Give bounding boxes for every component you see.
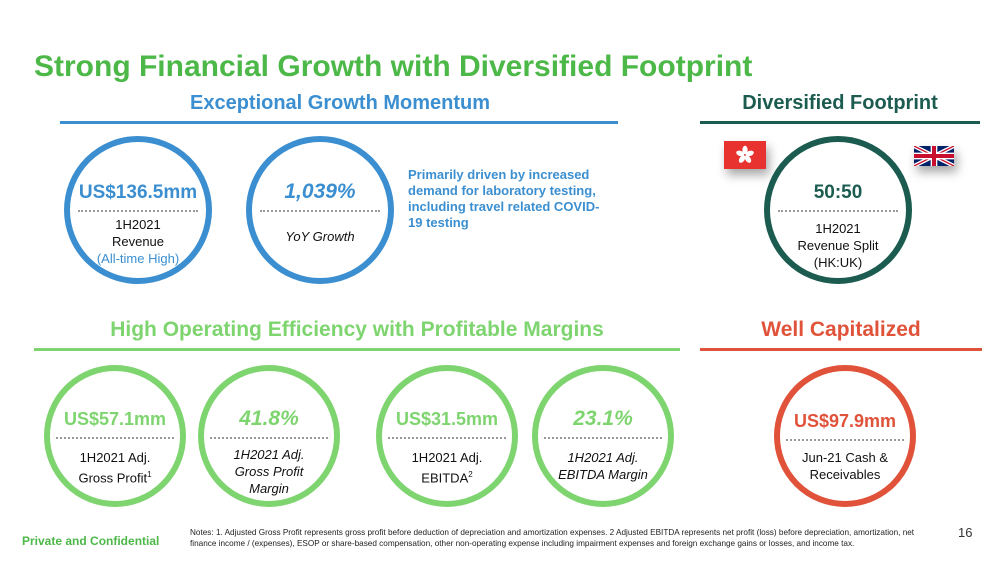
revenue-split-label-3: (HK:UK) <box>813 255 863 270</box>
cash-circle: US$97.9mm Jun-21 Cash & Receivables <box>774 365 916 507</box>
capital-heading: Well Capitalized <box>761 318 921 341</box>
ebitda-margin-label-1: 1H2021 Adj. <box>567 450 639 465</box>
growth-heading: Exceptional Growth Momentum <box>189 92 491 114</box>
revenue-split-circle: 50:50 1H2021 Revenue Split (HK:UK) <box>764 136 912 284</box>
ebitda-label-2-text: EBITDA <box>421 470 469 486</box>
revenue-circle: US$136.5mm 1H2021 Revenue (All-time High… <box>64 136 212 284</box>
ebitda-divider <box>388 437 506 439</box>
footprint-heading-rule <box>700 121 980 124</box>
revenue-label-3: (All-time High) <box>96 251 180 266</box>
bauhinia-icon <box>736 145 754 163</box>
revenue-value: US$136.5mm <box>78 182 198 203</box>
gross-profit-footnote-ref: 1 <box>147 470 152 479</box>
growth-heading-rule <box>60 121 618 124</box>
efficiency-heading-rule <box>34 348 680 351</box>
revenue-split-label-1: 1H2021 <box>815 221 861 236</box>
cash-label-1: Jun-21 Cash & <box>802 450 888 465</box>
ebitda-margin-label-2: EBITDA Margin <box>558 467 648 482</box>
revenue-divider <box>78 210 198 212</box>
revenue-label-2: Revenue <box>111 234 165 249</box>
gross-profit-label-2: Gross Profit1 <box>50 466 180 486</box>
confidential-label: Private and Confidential <box>22 534 160 548</box>
gross-margin-value: 41.8% <box>239 407 299 430</box>
ebitda-margin-circle: 23.1% 1H2021 Adj. EBITDA Margin <box>532 365 674 507</box>
footprint-heading: Diversified Footprint <box>742 92 938 114</box>
gross-profit-label-2-text: Gross Profit <box>78 470 148 486</box>
cash-value: US$97.9mm <box>793 411 897 431</box>
ebitda-margin-divider <box>544 437 662 439</box>
efficiency-heading: High Operating Efficiency with Profitabl… <box>110 318 604 341</box>
cash-divider <box>786 439 904 441</box>
revenue-label-1: 1H2021 <box>115 217 161 232</box>
gross-margin-label-3: Margin <box>249 481 289 496</box>
yoy-circle: 1,039% YoY Growth <box>246 136 394 284</box>
hong-kong-flag <box>724 141 766 169</box>
ebitda-footnote-ref: 2 <box>468 470 473 479</box>
uk-flag <box>913 144 955 168</box>
capital-heading-rule <box>700 348 982 351</box>
gross-margin-divider <box>210 437 328 439</box>
ebitda-circle: US$31.5mm 1H2021 Adj. EBITDA2 <box>376 365 518 507</box>
union-jack-icon <box>913 144 955 168</box>
gross-profit-circle: US$57.1mm 1H2021 Adj. Gross Profit1 <box>44 365 186 507</box>
revenue-split-label-2: Revenue Split <box>797 238 879 253</box>
yoy-value: 1,039% <box>284 180 356 203</box>
gross-margin-label-1: 1H2021 Adj. <box>233 447 305 462</box>
growth-driver-text: Primarily driven by increased demand for… <box>408 167 600 230</box>
footnotes: Notes: 1. Adjusted Gross Profit represen… <box>190 528 915 548</box>
cash-label-2: Receivables <box>809 467 881 482</box>
gross-profit-label-1: 1H2021 Adj. <box>79 450 151 465</box>
yoy-divider <box>260 210 380 212</box>
ebitda-margin-value: 23.1% <box>573 407 633 430</box>
gross-margin-label-2: Gross Profit <box>234 464 304 479</box>
revenue-split-divider <box>778 210 898 212</box>
revenue-split-value: 50:50 <box>813 182 863 203</box>
slide-title: Strong Financial Growth with Diversified… <box>34 50 753 83</box>
ebitda-value: US$31.5mm <box>395 409 499 429</box>
ebitda-label-1: 1H2021 Adj. <box>411 450 483 465</box>
yoy-label: YoY Growth <box>285 229 355 244</box>
gross-profit-value: US$57.1mm <box>63 409 167 429</box>
ebitda-label-2: EBITDA2 <box>382 466 512 486</box>
gross-profit-divider <box>56 437 174 439</box>
gross-margin-circle: 41.8% 1H2021 Adj. Gross Profit Margin <box>198 365 340 507</box>
page-number: 16 <box>958 525 973 540</box>
